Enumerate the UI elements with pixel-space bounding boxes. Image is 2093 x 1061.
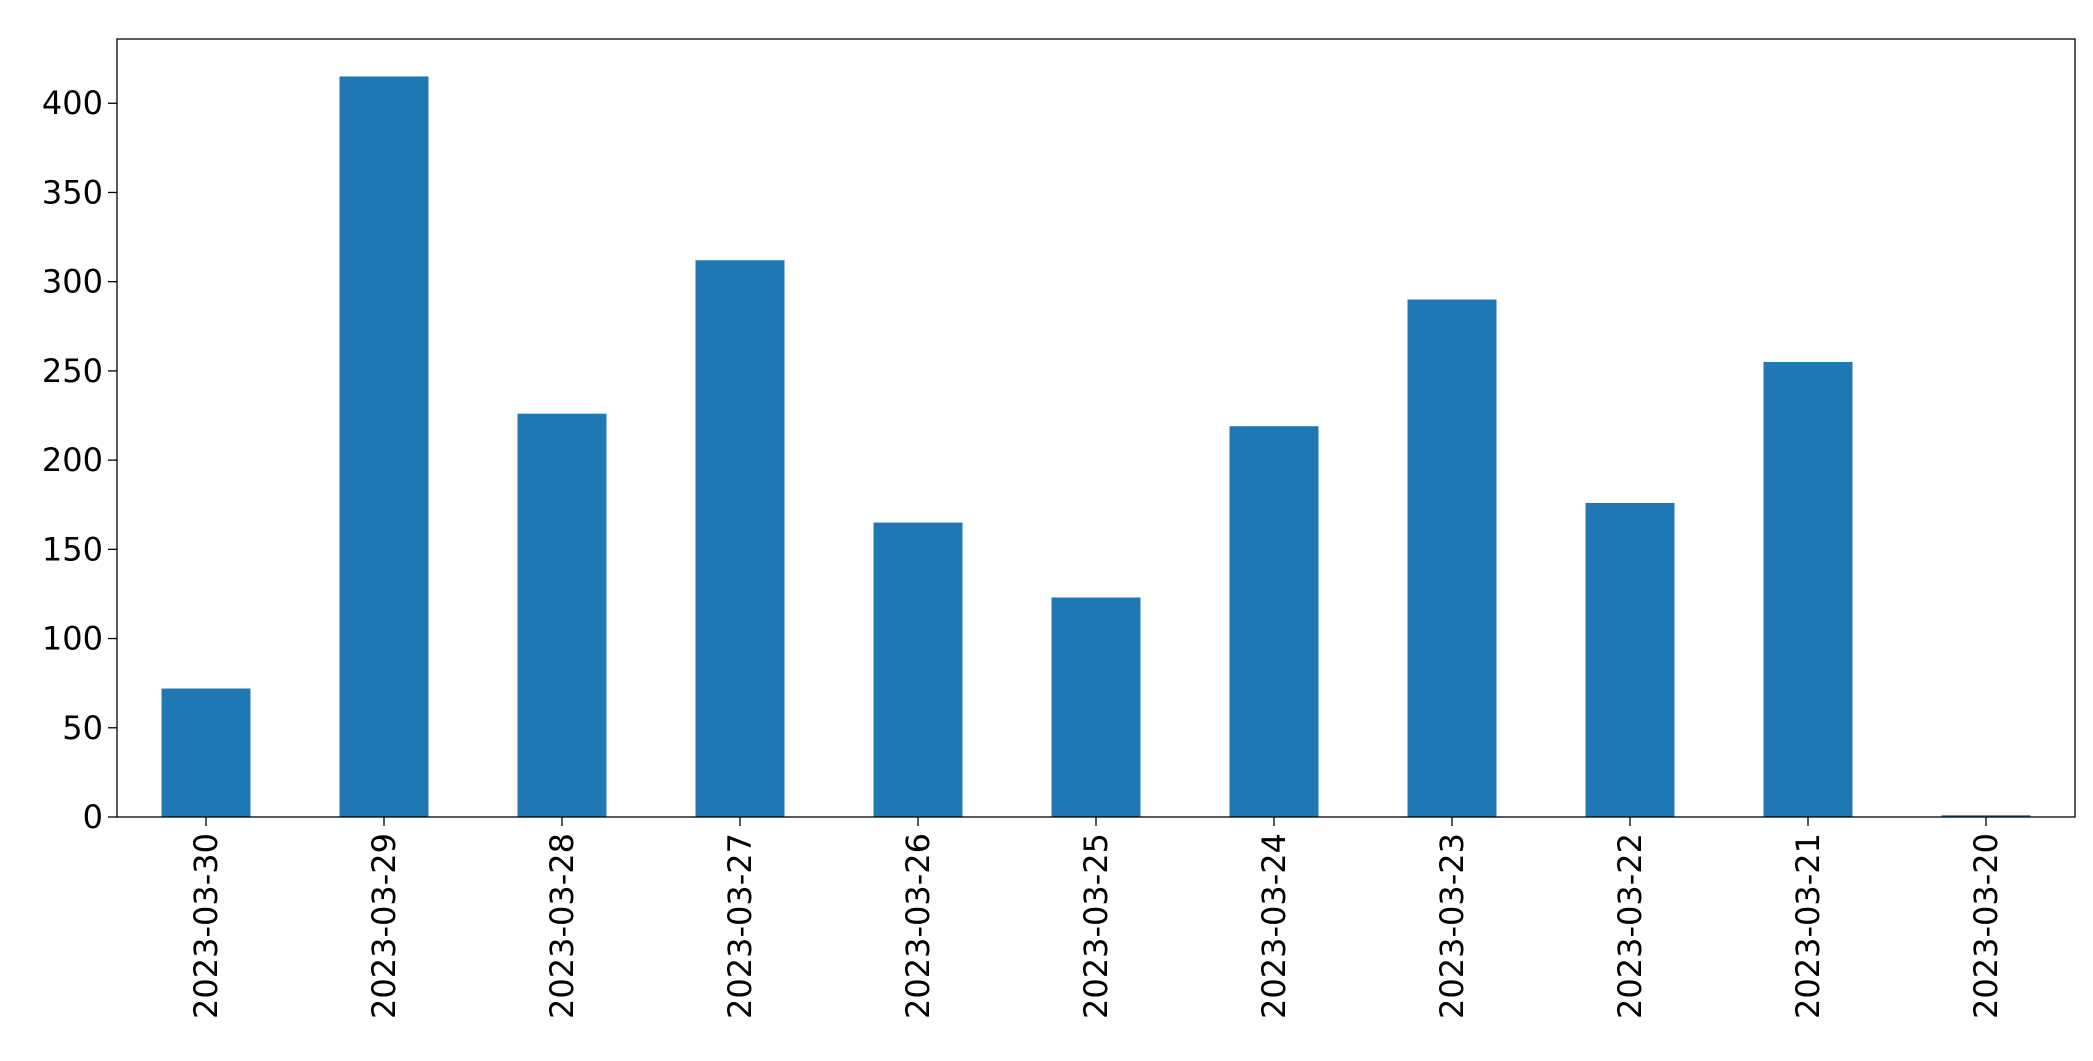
x-tick-label: 2023-03-29 <box>365 833 403 1019</box>
x-tick-label: 2023-03-21 <box>1789 833 1827 1019</box>
y-tick-label: 0 <box>83 798 103 836</box>
y-tick-label: 350 <box>42 173 103 211</box>
bar <box>1763 361 1853 817</box>
y-tick-label: 400 <box>42 84 103 122</box>
x-tick-label: 2023-03-26 <box>899 833 937 1019</box>
y-tick-label: 50 <box>62 709 103 747</box>
bar <box>873 522 963 817</box>
y-tick-label: 150 <box>42 530 103 568</box>
x-tick-label: 2023-03-22 <box>1611 833 1649 1019</box>
plot-frame <box>116 38 2076 818</box>
y-tick-label: 300 <box>42 263 103 301</box>
x-tick-label: 2023-03-24 <box>1255 833 1293 1019</box>
x-tick-label: 2023-03-30 <box>187 833 225 1019</box>
x-tick-label: 2023-03-28 <box>543 833 581 1019</box>
bar <box>517 413 607 817</box>
bar <box>339 76 429 818</box>
y-tick-label: 200 <box>42 441 103 479</box>
bar <box>161 688 251 817</box>
x-tick-label: 2023-03-23 <box>1433 833 1471 1019</box>
bar <box>1407 299 1497 817</box>
bar <box>1585 502 1675 817</box>
bar <box>1229 426 1319 817</box>
y-tick-label: 250 <box>42 352 103 390</box>
y-tick-label: 100 <box>42 620 103 658</box>
bar <box>695 260 785 817</box>
x-tick-label: 2023-03-27 <box>721 833 759 1019</box>
x-tick-label: 2023-03-20 <box>1967 833 2005 1019</box>
bar <box>1051 597 1141 817</box>
bar <box>1941 815 2031 817</box>
x-tick-label: 2023-03-25 <box>1077 833 1115 1019</box>
